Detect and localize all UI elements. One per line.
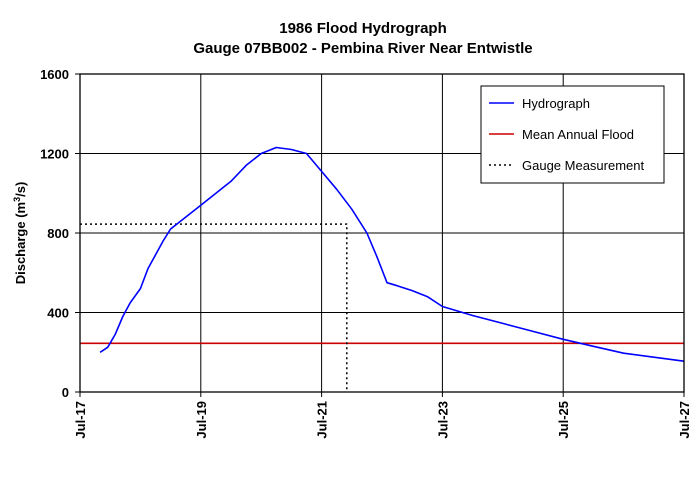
chart-subtitle: Gauge 07BB002 - Pembina River Near Entwi… [193, 40, 532, 57]
y-axis-label: Discharge (m3/s) [12, 182, 28, 285]
y-tick-label: 400 [47, 306, 69, 321]
y-axis-ticks: 0 400 800 1200 1600 [40, 67, 80, 400]
x-tick-label: Jul-19 [194, 401, 209, 439]
y-axis-label-main: Discharge (m [13, 202, 28, 284]
y-tick-label: 1200 [40, 147, 69, 162]
y-axis-label-superscript: 3 [12, 197, 22, 202]
y-tick-label: 0 [62, 385, 69, 400]
x-tick-label: Jul-23 [435, 401, 450, 439]
legend-label: Mean Annual Flood [522, 127, 634, 142]
y-axis-label-end: /s) [13, 182, 28, 197]
legend-label: Hydrograph [522, 96, 590, 111]
y-tick-label: 1600 [40, 67, 69, 82]
y-tick-label: 800 [47, 226, 69, 241]
series-line-hydrograph [99, 146, 685, 362]
series-layer [80, 146, 685, 392]
series-line-gauge-measurement [80, 223, 348, 392]
chart-title: 1986 Flood Hydrograph [279, 20, 447, 37]
x-tick-label: Jul-21 [315, 401, 330, 439]
x-tick-label: Jul-25 [556, 401, 571, 439]
x-tick-label: Jul-17 [73, 401, 88, 439]
x-tick-label: Jul-27 [677, 401, 692, 439]
legend-label: Gauge Measurement [522, 158, 645, 173]
x-axis-ticks: Jul-17 Jul-19 Jul-21 Jul-23 Jul-25 Jul-27 [73, 392, 692, 439]
legend: Hydrograph Mean Annual Flood Gauge Measure… [480, 85, 665, 184]
